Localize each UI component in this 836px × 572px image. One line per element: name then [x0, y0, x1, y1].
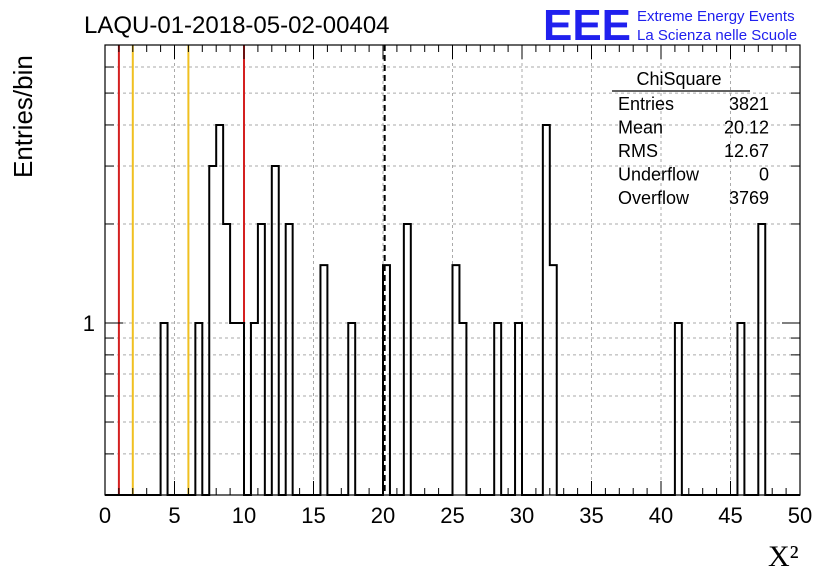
x-tick-labels: 0 5 10 15 20 25 30 35 40 45 50 — [99, 503, 812, 528]
stats-row-value: 20.12 — [724, 118, 769, 138]
x-tick-label: 25 — [440, 503, 464, 528]
x-tick-label: 45 — [718, 503, 742, 528]
histogram-bin — [230, 323, 237, 495]
x-tick-label: 0 — [99, 503, 111, 528]
x-tick-label: 35 — [579, 503, 603, 528]
stats-row-label: Underflow — [618, 165, 700, 185]
x-tick-label: 40 — [649, 503, 673, 528]
eee-logo: EEE Extreme Energy Events La Scienza nel… — [543, 1, 797, 50]
y-tick-label: 1 — [83, 311, 95, 336]
stats-row-label: RMS — [618, 141, 658, 161]
x-tick-label: 10 — [232, 503, 256, 528]
x-tick-label: 30 — [510, 503, 534, 528]
stats-row-value: 3769 — [729, 188, 769, 208]
plot-frame — [104, 44, 801, 496]
stats-row-label: Mean — [618, 118, 663, 138]
stats-row-label: Overflow — [618, 188, 690, 208]
histogram-bin — [459, 323, 466, 495]
stats-row-value: 0 — [759, 165, 769, 185]
y-tick-labels: 1 — [83, 311, 95, 336]
histogram-bin — [494, 323, 501, 495]
histogram-bin — [675, 323, 682, 495]
histogram-bin — [195, 323, 202, 495]
histogram-bin — [251, 323, 258, 495]
stats-box: ChiSquare Entries 3821 Mean 20.12 RMS 12.67 Un… — [612, 69, 769, 208]
histogram-bin — [737, 323, 744, 495]
histogram-bin — [453, 265, 460, 495]
x-axis-label: X² — [768, 540, 799, 572]
stats-row-value: 12.67 — [724, 141, 769, 161]
histogram-bin — [161, 323, 168, 495]
histogram-bin — [543, 125, 550, 495]
chart-title: LAQU-01-2018-05-02-00404 — [84, 12, 390, 39]
y-axis-label: Entries/bin — [8, 55, 38, 178]
logo-line2: La Scienza nelle Scuole — [637, 27, 797, 44]
histogram-bin — [237, 323, 244, 495]
histogram-bin — [216, 125, 223, 495]
x-tick-label: 50 — [788, 503, 812, 528]
reference-lines — [117, 45, 386, 495]
histogram-bin — [348, 323, 355, 495]
stats-row-label: Entries — [618, 94, 674, 114]
x-tick-label: 5 — [168, 503, 180, 528]
histogram-bin — [550, 265, 557, 495]
logo-line1: Extreme Energy Events — [637, 8, 795, 25]
stats-row-value: 3821 — [729, 94, 769, 114]
histogram-bin — [320, 265, 327, 495]
x-tick-label: 15 — [301, 503, 325, 528]
histogram-bin — [272, 166, 279, 495]
x-tick-label: 20 — [371, 503, 395, 528]
histogram-bin — [209, 166, 216, 495]
histogram-bin — [515, 323, 522, 495]
logo-letters: EEE — [543, 1, 631, 50]
stats-title: ChiSquare — [636, 69, 721, 89]
